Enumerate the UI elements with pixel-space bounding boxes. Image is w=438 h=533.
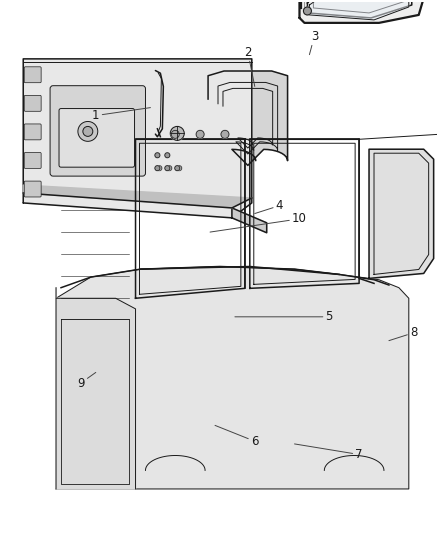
Circle shape [304,7,311,15]
Polygon shape [309,0,409,20]
Polygon shape [56,266,409,489]
Text: 9: 9 [77,373,96,390]
Text: 10: 10 [210,212,307,232]
Circle shape [155,166,160,171]
Circle shape [196,131,204,138]
Polygon shape [369,149,434,278]
Text: 3: 3 [309,30,318,55]
Polygon shape [23,59,252,218]
Circle shape [157,166,162,171]
Circle shape [165,166,170,171]
Text: 1: 1 [92,108,150,122]
Circle shape [78,122,98,141]
Circle shape [155,153,160,158]
Circle shape [83,126,93,136]
Circle shape [167,166,172,171]
FancyBboxPatch shape [24,152,41,168]
FancyBboxPatch shape [24,124,41,140]
FancyBboxPatch shape [24,181,41,197]
Text: 5: 5 [235,310,333,324]
Text: 8: 8 [389,326,417,341]
Circle shape [177,166,182,171]
Text: 2: 2 [244,45,255,86]
Polygon shape [300,0,424,23]
Circle shape [165,153,170,158]
Polygon shape [155,70,163,137]
Circle shape [171,131,179,138]
Polygon shape [232,208,267,233]
Text: 6: 6 [215,425,258,448]
Polygon shape [208,71,288,165]
Polygon shape [23,185,252,208]
Text: 7: 7 [294,444,363,461]
Circle shape [175,166,180,171]
FancyBboxPatch shape [50,86,145,176]
Circle shape [170,126,184,140]
FancyBboxPatch shape [24,95,41,111]
Text: 4: 4 [255,199,283,214]
FancyBboxPatch shape [24,67,41,83]
Circle shape [221,131,229,138]
FancyBboxPatch shape [59,109,134,167]
Polygon shape [56,298,135,489]
